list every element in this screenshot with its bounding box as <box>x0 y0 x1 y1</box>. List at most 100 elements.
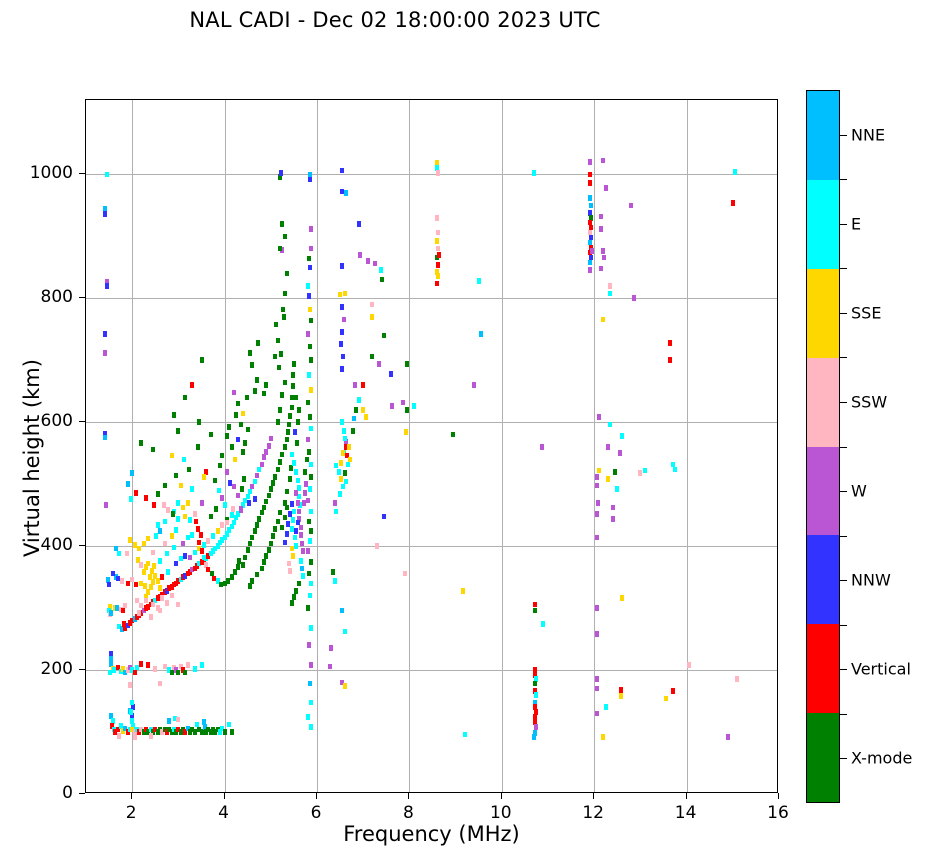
data-point <box>194 563 199 569</box>
data-point <box>130 576 135 583</box>
data-point <box>357 252 362 258</box>
data-point <box>215 543 220 549</box>
data-point <box>735 675 740 682</box>
colorbar-segment <box>807 446 839 536</box>
data-point <box>686 662 691 668</box>
data-point <box>181 574 186 580</box>
data-point <box>259 565 264 572</box>
data-point <box>340 450 345 456</box>
colorbar-tick-mark <box>840 580 847 582</box>
data-point <box>264 449 269 455</box>
data-point <box>131 704 136 711</box>
data-point <box>587 195 592 201</box>
data-point <box>243 440 248 447</box>
data-point <box>171 581 176 588</box>
data-point <box>107 581 112 588</box>
data-point <box>123 625 128 631</box>
data-point <box>141 607 146 614</box>
data-point <box>151 729 156 735</box>
data-point <box>286 521 291 527</box>
data-point <box>185 570 190 577</box>
data-point <box>194 721 199 728</box>
data-point <box>241 410 246 417</box>
data-point <box>132 734 137 740</box>
data-point <box>254 522 259 528</box>
data-point <box>141 729 146 735</box>
data-point <box>146 589 151 595</box>
data-point <box>257 466 262 473</box>
data-point <box>594 482 599 489</box>
data-point <box>588 202 593 209</box>
data-point <box>229 512 234 518</box>
data-point <box>254 472 259 479</box>
data-point <box>117 732 122 739</box>
colorbar-tick-mark <box>840 134 847 136</box>
data-point <box>534 709 539 715</box>
x-tick-mark <box>778 793 779 799</box>
data-point <box>294 468 299 475</box>
data-point <box>437 252 442 258</box>
data-point <box>107 607 112 614</box>
data-point <box>139 580 144 587</box>
data-point <box>389 403 394 409</box>
data-point <box>224 530 229 537</box>
data-point <box>222 580 227 587</box>
x-tick-label: 4 <box>218 803 230 823</box>
data-point <box>436 273 441 279</box>
data-point <box>132 616 137 623</box>
data-point <box>663 695 668 702</box>
data-point <box>264 553 269 559</box>
data-point <box>167 667 172 673</box>
data-point <box>146 535 151 542</box>
data-point <box>301 573 306 579</box>
data-point <box>308 508 313 515</box>
data-point <box>236 436 241 443</box>
data-point <box>534 692 539 698</box>
data-point <box>155 491 160 497</box>
data-point <box>192 549 197 556</box>
data-point <box>192 565 197 572</box>
data-point <box>176 428 181 434</box>
data-point <box>169 452 174 459</box>
data-point <box>176 499 181 506</box>
data-point <box>202 554 207 561</box>
data-point <box>141 569 146 575</box>
data-point <box>289 465 294 471</box>
data-point <box>127 682 132 688</box>
data-point <box>231 519 236 526</box>
data-point <box>476 278 481 284</box>
data-point <box>197 726 202 733</box>
colorbar-tick-mark <box>840 758 847 760</box>
data-point <box>286 429 291 435</box>
y-tick-mark <box>79 173 85 175</box>
data-point <box>305 714 310 720</box>
data-point <box>601 157 606 164</box>
data-point <box>339 341 344 347</box>
data-point <box>306 518 311 525</box>
data-point <box>588 244 593 251</box>
data-point <box>351 428 356 434</box>
data-point <box>176 601 181 608</box>
data-point <box>149 568 154 574</box>
data-point <box>208 550 213 557</box>
data-point <box>291 361 296 367</box>
data-point <box>201 542 206 548</box>
data-point <box>348 456 353 463</box>
data-point <box>183 573 188 579</box>
data-point <box>606 476 611 482</box>
data-point <box>162 663 167 670</box>
data-point <box>227 424 232 430</box>
x-tick-label: 6 <box>310 803 322 823</box>
data-point <box>245 547 250 553</box>
data-point <box>192 511 197 517</box>
data-point <box>134 664 139 671</box>
data-point <box>232 569 237 575</box>
data-point <box>208 729 213 735</box>
data-point <box>222 502 227 509</box>
data-point <box>153 726 158 733</box>
data-point <box>342 628 347 635</box>
colorbar-boundary-tick <box>840 268 847 270</box>
data-point <box>250 534 255 541</box>
data-point <box>176 716 181 723</box>
data-point <box>248 350 253 356</box>
